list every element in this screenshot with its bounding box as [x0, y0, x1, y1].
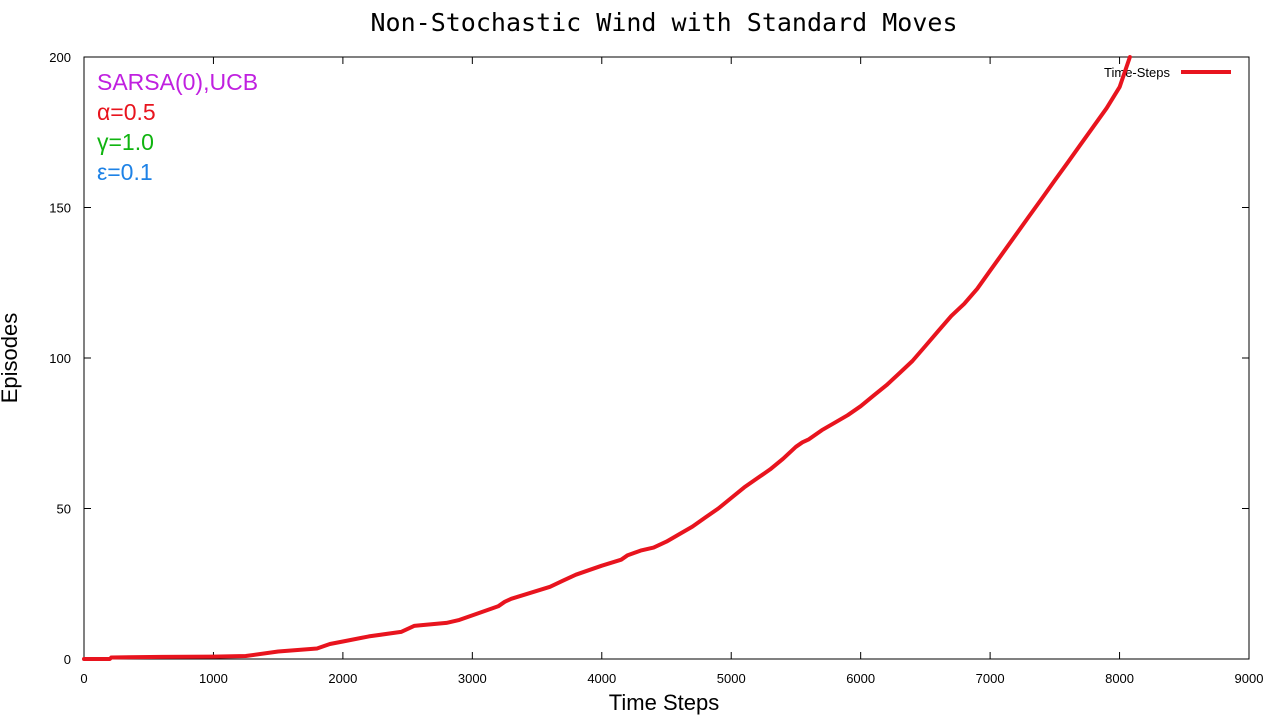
axis-ticks [83, 56, 1250, 660]
chart-title: Non-Stochastic Wind with Standard Moves [371, 8, 958, 37]
annotation-method: SARSA(0),UCB [97, 69, 258, 95]
x-tick-label: 5000 [717, 671, 746, 686]
annotation-epsilon: ε=0.1 [97, 159, 153, 185]
x-axis-label: Time Steps [609, 690, 719, 715]
y-tick-label: 200 [49, 50, 71, 65]
x-tick-label: 1000 [199, 671, 228, 686]
tick-labels: 0 1000 2000 3000 4000 5000 6000 7000 8000 9000 0 50… [49, 50, 1263, 686]
series-line-time-steps [82, 55, 1132, 661]
x-tick-label: 8000 [1105, 671, 1134, 686]
annotation-gamma: γ=1.0 [97, 129, 154, 155]
y-tick-label: 0 [64, 652, 71, 667]
y-tick-label: 50 [57, 502, 71, 517]
annotation-block: SARSA(0),UCB α=0.5 γ=1.0 ε=0.1 [97, 69, 258, 185]
legend: Time-Steps [1104, 65, 1231, 80]
y-tick-label: 150 [49, 201, 71, 216]
legend-label: Time-Steps [1104, 65, 1170, 80]
x-tick-label: 7000 [976, 671, 1005, 686]
x-tick-label: 4000 [587, 671, 616, 686]
x-tick-label: 6000 [846, 671, 875, 686]
x-tick-label: 2000 [328, 671, 357, 686]
plot-frame [83, 56, 1250, 660]
x-tick-label: 3000 [458, 671, 487, 686]
y-axis-label: Episodes [0, 313, 22, 404]
annotation-alpha: α=0.5 [97, 99, 156, 125]
x-tick-label: 0 [80, 671, 87, 686]
x-tick-label: 9000 [1235, 671, 1264, 686]
y-tick-label: 100 [49, 351, 71, 366]
series-layer [82, 55, 1132, 661]
